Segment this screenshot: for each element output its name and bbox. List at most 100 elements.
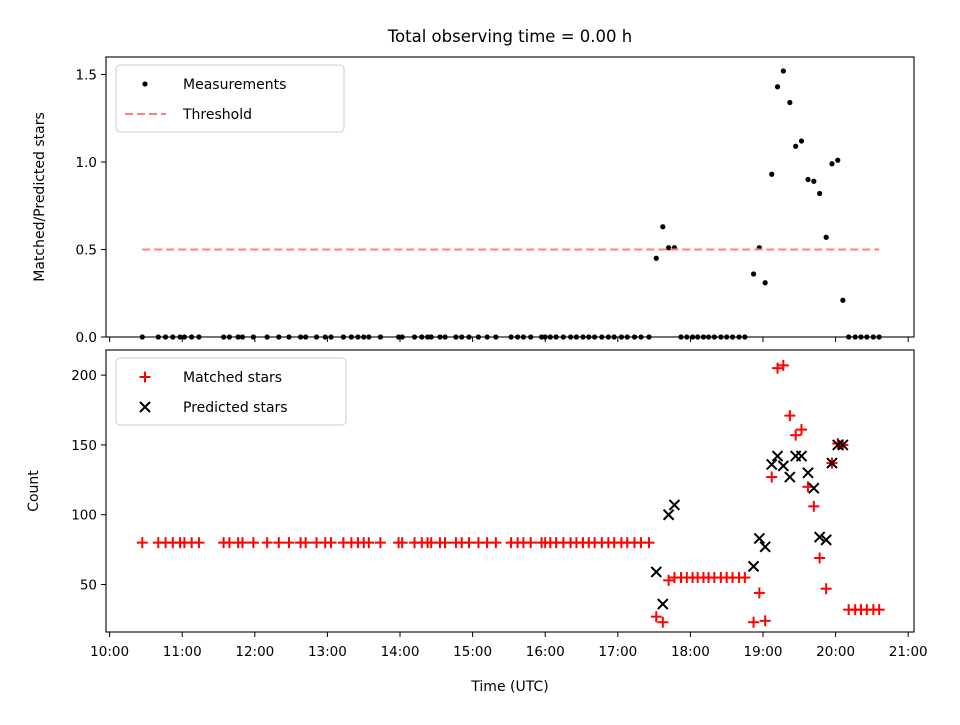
- data-point: [795, 424, 807, 436]
- data-point: [802, 467, 814, 479]
- data-point: [820, 583, 832, 595]
- y-tick-label: 0.0: [76, 330, 97, 346]
- data-point: [837, 439, 849, 451]
- data-point: [657, 598, 669, 610]
- x-tick-label: 11:00: [163, 644, 202, 660]
- data-point: [759, 541, 771, 553]
- data-point: [795, 450, 808, 462]
- data-point: [790, 429, 802, 441]
- data-point: [396, 537, 408, 549]
- data-point: [793, 143, 799, 149]
- data-point: [363, 537, 375, 549]
- data-point: [805, 176, 811, 183]
- data-point: [817, 190, 823, 197]
- data-point: [650, 611, 662, 623]
- data-point: [777, 460, 790, 472]
- x-tick-label: 14:00: [381, 644, 420, 660]
- data-point: [811, 178, 817, 184]
- y-tick-label: 0.5: [76, 243, 97, 259]
- data-point: [653, 255, 659, 261]
- data-point: [784, 410, 796, 422]
- data-point: [747, 560, 760, 573]
- legend-handle: [139, 371, 151, 383]
- x-tick-label: 13:00: [308, 644, 347, 660]
- data-point: [660, 224, 666, 230]
- data-point: [814, 552, 826, 564]
- data-point: [766, 458, 778, 471]
- legend-handle: [142, 81, 148, 87]
- x-tick-label: 20:00: [816, 644, 855, 660]
- data-point: [813, 531, 826, 543]
- data-point: [835, 157, 841, 163]
- data-point: [236, 537, 248, 549]
- data-point: [663, 574, 675, 586]
- x-tick-label: 17:00: [598, 644, 637, 660]
- x-tick-label: 15:00: [453, 644, 492, 660]
- legend-label: Measurements: [183, 77, 286, 93]
- data-point: [662, 509, 675, 521]
- y-tick-label: 200: [71, 368, 97, 384]
- data-point: [283, 537, 295, 549]
- data-point: [748, 616, 760, 628]
- series-predicted-stars: [650, 439, 849, 610]
- data-point: [439, 537, 451, 549]
- bottom-panel: 50 100 150 200 10:00 11:00 12:00 13:00 14:00 15:0…: [26, 349, 928, 695]
- x-tick-label: 18:00: [671, 644, 710, 660]
- data-point: [525, 537, 537, 549]
- data-point: [374, 537, 386, 549]
- data-point: [739, 572, 751, 584]
- legend-handle: [139, 401, 151, 413]
- data-point: [766, 471, 778, 483]
- data-point: [136, 537, 148, 549]
- data-point: [771, 450, 784, 462]
- top-panel: 0.0 0.5 1.0 1.5 Matched/Predicted stars Measu…: [32, 56, 915, 346]
- data-point: [666, 245, 672, 251]
- data-point: [273, 537, 285, 549]
- data-point: [650, 566, 662, 578]
- data-point: [780, 68, 786, 74]
- legend-box: [115, 357, 347, 426]
- data-point: [808, 500, 820, 512]
- data-point: [657, 616, 669, 628]
- data-point: [774, 84, 781, 90]
- legend: Matched stars Predicted stars: [115, 357, 347, 426]
- axes-frame: [105, 349, 915, 633]
- data-point: [300, 537, 312, 549]
- y-tick-label: 100: [71, 508, 97, 524]
- legend: Measurements Threshold: [115, 64, 345, 133]
- legend-label: Threshold: [182, 107, 252, 123]
- data-point: [798, 138, 805, 144]
- data-point: [193, 537, 205, 549]
- data-point: [490, 537, 502, 549]
- axes-frame: [105, 56, 915, 338]
- y-axis-label: Count: [26, 470, 42, 512]
- data-point: [753, 587, 765, 599]
- data-point: [808, 482, 820, 494]
- data-point: [784, 471, 796, 483]
- data-point: [759, 615, 771, 627]
- x-tick-label: 12:00: [235, 644, 274, 660]
- data-point: [261, 537, 273, 549]
- x-tick-label: 19:00: [744, 644, 783, 660]
- data-point: [772, 362, 784, 374]
- series-measurements: [139, 68, 882, 340]
- y-tick-label: 150: [71, 438, 97, 454]
- legend-label: Predicted stars: [183, 400, 288, 416]
- x-tick-label: 21:00: [889, 644, 928, 660]
- series-matched-stars: [136, 359, 885, 628]
- data-point: [325, 537, 337, 549]
- data-point: [840, 297, 846, 303]
- data-point: [829, 161, 835, 167]
- x-axis-label: Time (UTC): [470, 679, 548, 695]
- y-tick-label: 1.0: [76, 155, 97, 171]
- y-tick-label: 1.5: [76, 68, 97, 84]
- data-point: [668, 499, 681, 511]
- y-axis-label: Matched/Predicted stars: [32, 112, 48, 282]
- data-point: [247, 537, 259, 549]
- x-tick-label: 10:00: [90, 644, 129, 660]
- data-point: [873, 604, 885, 616]
- data-point: [753, 532, 766, 545]
- data-point: [826, 457, 838, 469]
